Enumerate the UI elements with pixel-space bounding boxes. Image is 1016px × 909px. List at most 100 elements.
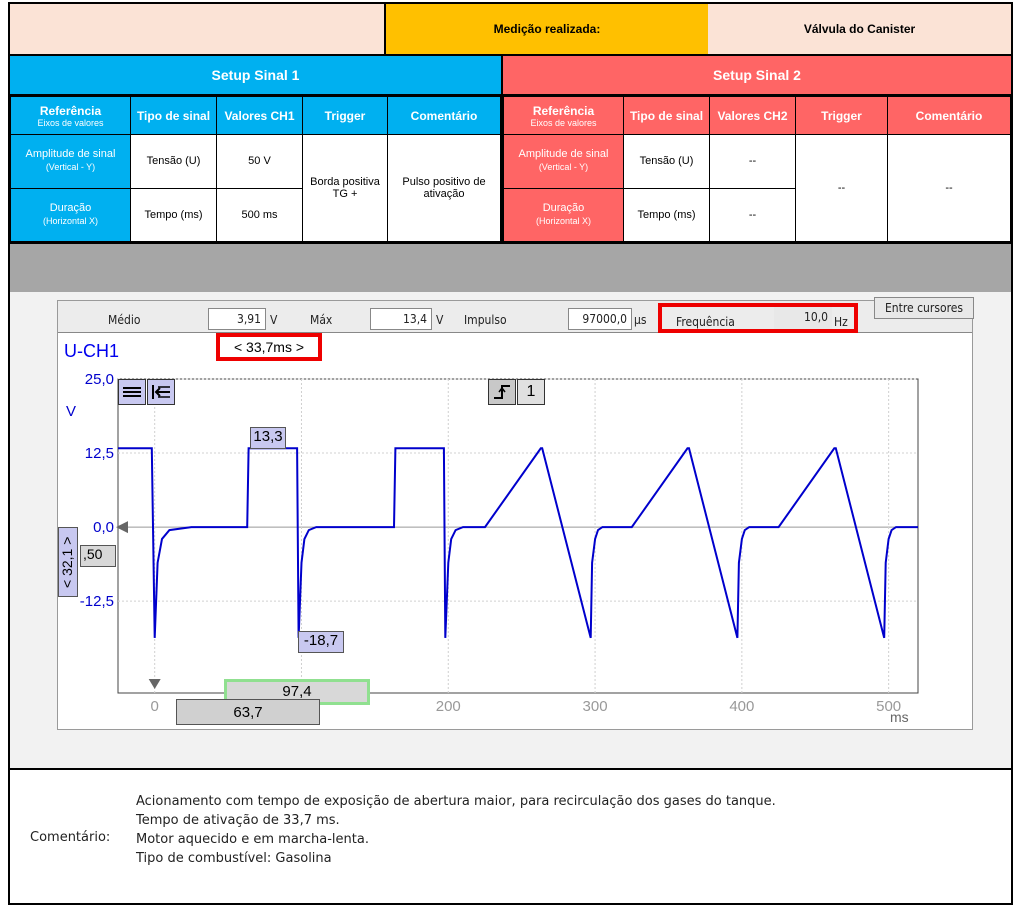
oscilloscope-screen: Médio 3,91 V Máx 13,4 V Impulso 97000,0 … bbox=[57, 297, 974, 730]
setup1-row1-ref-label: Amplitude de sinal bbox=[25, 148, 116, 161]
x-tick-label: 0 bbox=[151, 698, 159, 715]
section-divider-band bbox=[10, 244, 1011, 292]
waveform-plot: 25,0 12,5 0,0 -12,5 0 200 300 400 500 bbox=[80, 371, 919, 715]
setup1-col-trigger: Trigger bbox=[302, 96, 388, 135]
setup2-col-trigger: Trigger bbox=[795, 96, 888, 135]
setup2-row2-ref: Duração (Horizontal X) bbox=[503, 187, 624, 242]
setup1-col-ref-label: Referência bbox=[39, 103, 102, 118]
setup2-trigger: -- bbox=[795, 134, 888, 242]
setup1-row1-ref: Amplitude de sinal (Vertical - Y) bbox=[10, 134, 131, 189]
impulso-label: Impulso bbox=[464, 313, 507, 327]
comment-line-3: Motor aquecido e em marcha-lenta. bbox=[136, 832, 369, 847]
setup1-table: Referência Eixos de valores Tipo de sinal… bbox=[10, 96, 501, 242]
y-tick-label: -12,5 bbox=[80, 593, 114, 610]
setup1-row2-ref: Duração (Horizontal X) bbox=[10, 187, 131, 242]
vertical-cursor-value[interactable]: < 32,1 > bbox=[58, 527, 78, 597]
setup1-col-comment: Comentário bbox=[387, 96, 501, 135]
setup2-table: Referência Eixos de valores Tipo de sinal… bbox=[503, 96, 1011, 242]
setup2-comment: -- bbox=[887, 134, 1011, 242]
signal-trace bbox=[118, 447, 918, 639]
setup1-col-ref: Referência Eixos de valores bbox=[10, 96, 131, 135]
offset-value[interactable]: ,50 bbox=[80, 545, 116, 567]
frequency-value: 10,0 bbox=[774, 307, 832, 329]
y-tick-label: 12,5 bbox=[85, 445, 114, 462]
y-tick-label: 25,0 bbox=[85, 371, 114, 388]
max-label: Máx bbox=[310, 313, 333, 327]
setup1-row2-type: Tempo (ms) bbox=[130, 187, 217, 242]
comment-section: Comentário: Acionamento com tempo de exp… bbox=[10, 770, 1011, 903]
setup2-col-type: Tipo de sinal bbox=[623, 96, 710, 135]
setup1-row2-ref-label: Duração bbox=[49, 201, 92, 214]
setup2-row1-value: -- bbox=[709, 134, 796, 189]
setup-signal-1: Setup Sinal 1 Referência Eixos de valores… bbox=[10, 56, 503, 244]
setup1-row1-ref-sub: (Vertical - Y) bbox=[45, 162, 96, 173]
channel-label: U-CH1 bbox=[64, 341, 120, 361]
setup1-row1-type: Tensão (U) bbox=[130, 134, 217, 189]
max-unit: V bbox=[436, 313, 444, 327]
setup1-trigger: Borda positiva TG + bbox=[302, 134, 388, 242]
x-unit-label: ms bbox=[890, 709, 909, 725]
x-tick-label: 400 bbox=[729, 698, 754, 715]
x-tick-label: 300 bbox=[583, 698, 608, 715]
marker-low-value: -18,7 bbox=[298, 631, 344, 653]
setup2-col-ref: Referência Eixos de valores bbox=[503, 96, 624, 135]
trigger-rising-edge-icon[interactable] bbox=[488, 379, 516, 405]
comment-label: Comentário: bbox=[30, 830, 111, 845]
comment-line-1: Acionamento com tempo de exposição de ab… bbox=[136, 794, 776, 809]
setup1-row2-value: 500 ms bbox=[216, 187, 303, 242]
medio-unit: V bbox=[270, 313, 278, 327]
x-tick-label: 200 bbox=[436, 698, 461, 715]
measurement-bar: Médio 3,91 V Máx 13,4 V Impulso 97000,0 … bbox=[58, 297, 974, 333]
measurement-label: Medição realizada: bbox=[386, 4, 708, 54]
medio-value: 3,91 bbox=[208, 308, 266, 330]
comment-text: Acionamento com tempo de exposição de ab… bbox=[136, 792, 776, 868]
trigger-position-marker bbox=[148, 679, 161, 689]
cursor-delta-highlight[interactable]: < 33,7ms > bbox=[216, 333, 322, 361]
setup2-col-ref-label: Referência bbox=[532, 103, 595, 118]
stack-lines-icon[interactable] bbox=[118, 379, 146, 405]
setup2-title: Setup Sinal 2 bbox=[503, 56, 1011, 96]
report-frame: Medição realizada: Válvula do Canister S… bbox=[8, 2, 1013, 905]
entre-cursores-button[interactable]: Entre cursores bbox=[874, 297, 974, 319]
max-value: 13,4 bbox=[370, 308, 432, 330]
cursor-x2-value[interactable]: 63,7 bbox=[176, 699, 320, 725]
comment-line-2: Tempo de ativação de 33,7 ms. bbox=[136, 813, 340, 828]
setup2-col-comment: Comentário bbox=[887, 96, 1011, 135]
setup1-col-values: Valores CH1 bbox=[216, 96, 303, 135]
plot-ticks: 25,0 12,5 0,0 -12,5 0 200 300 400 500 bbox=[80, 371, 901, 715]
comment-line-4: Tipo de combustível: Gasolina bbox=[136, 851, 332, 866]
setup2-row1-type: Tensão (U) bbox=[623, 134, 710, 189]
measurement-value: Válvula do Canister bbox=[708, 4, 1011, 54]
trigger-channel-button[interactable]: 1 bbox=[517, 379, 545, 405]
plot-frame bbox=[117, 378, 919, 694]
setup2-row1-ref-sub: (Vertical - Y) bbox=[538, 162, 589, 173]
setup1-row1-value: 50 V bbox=[216, 134, 303, 189]
y-tick-label: 0,0 bbox=[93, 519, 114, 536]
setup1-comment: Pulso positivo de ativação bbox=[387, 134, 501, 242]
setup2-col-ref-sub: Eixos de valores bbox=[530, 117, 597, 128]
setup1-row2-ref-sub: (Horizontal X) bbox=[42, 215, 98, 226]
setup-signal-2: Setup Sinal 2 Referência Eixos de valores… bbox=[503, 56, 1011, 244]
header-blank-cell bbox=[10, 4, 386, 54]
setup2-col-values: Valores CH2 bbox=[709, 96, 796, 135]
align-left-arrow-icon[interactable] bbox=[147, 379, 175, 405]
frequency-label: Frequência bbox=[676, 315, 735, 329]
oscilloscope-panel: Médio 3,91 V Máx 13,4 V Impulso 97000,0 … bbox=[10, 292, 1011, 770]
setup2-row2-type: Tempo (ms) bbox=[623, 187, 710, 242]
impulso-value: 97000,0 bbox=[568, 308, 632, 330]
y-unit-label: V bbox=[66, 403, 77, 420]
plot-grid bbox=[117, 378, 919, 694]
frequency-highlight: Frequência 10,0 Hz bbox=[658, 303, 858, 333]
setup1-col-type: Tipo de sinal bbox=[130, 96, 217, 135]
setup2-row1-ref: Amplitude de sinal (Vertical - Y) bbox=[503, 134, 624, 189]
setup2-row1-ref-label: Amplitude de sinal bbox=[518, 148, 609, 161]
frequency-unit: Hz bbox=[834, 315, 848, 329]
setup1-title: Setup Sinal 1 bbox=[10, 56, 501, 96]
marker-high-value: 13,3 bbox=[250, 427, 286, 449]
x-tick-label: 500 bbox=[876, 698, 901, 715]
setup2-row2-value: -- bbox=[709, 187, 796, 242]
impulso-unit: µs bbox=[634, 313, 647, 327]
zero-level-marker bbox=[116, 521, 128, 534]
setup2-row2-ref-sub: (Horizontal X) bbox=[535, 215, 591, 226]
medio-label: Médio bbox=[108, 313, 141, 327]
